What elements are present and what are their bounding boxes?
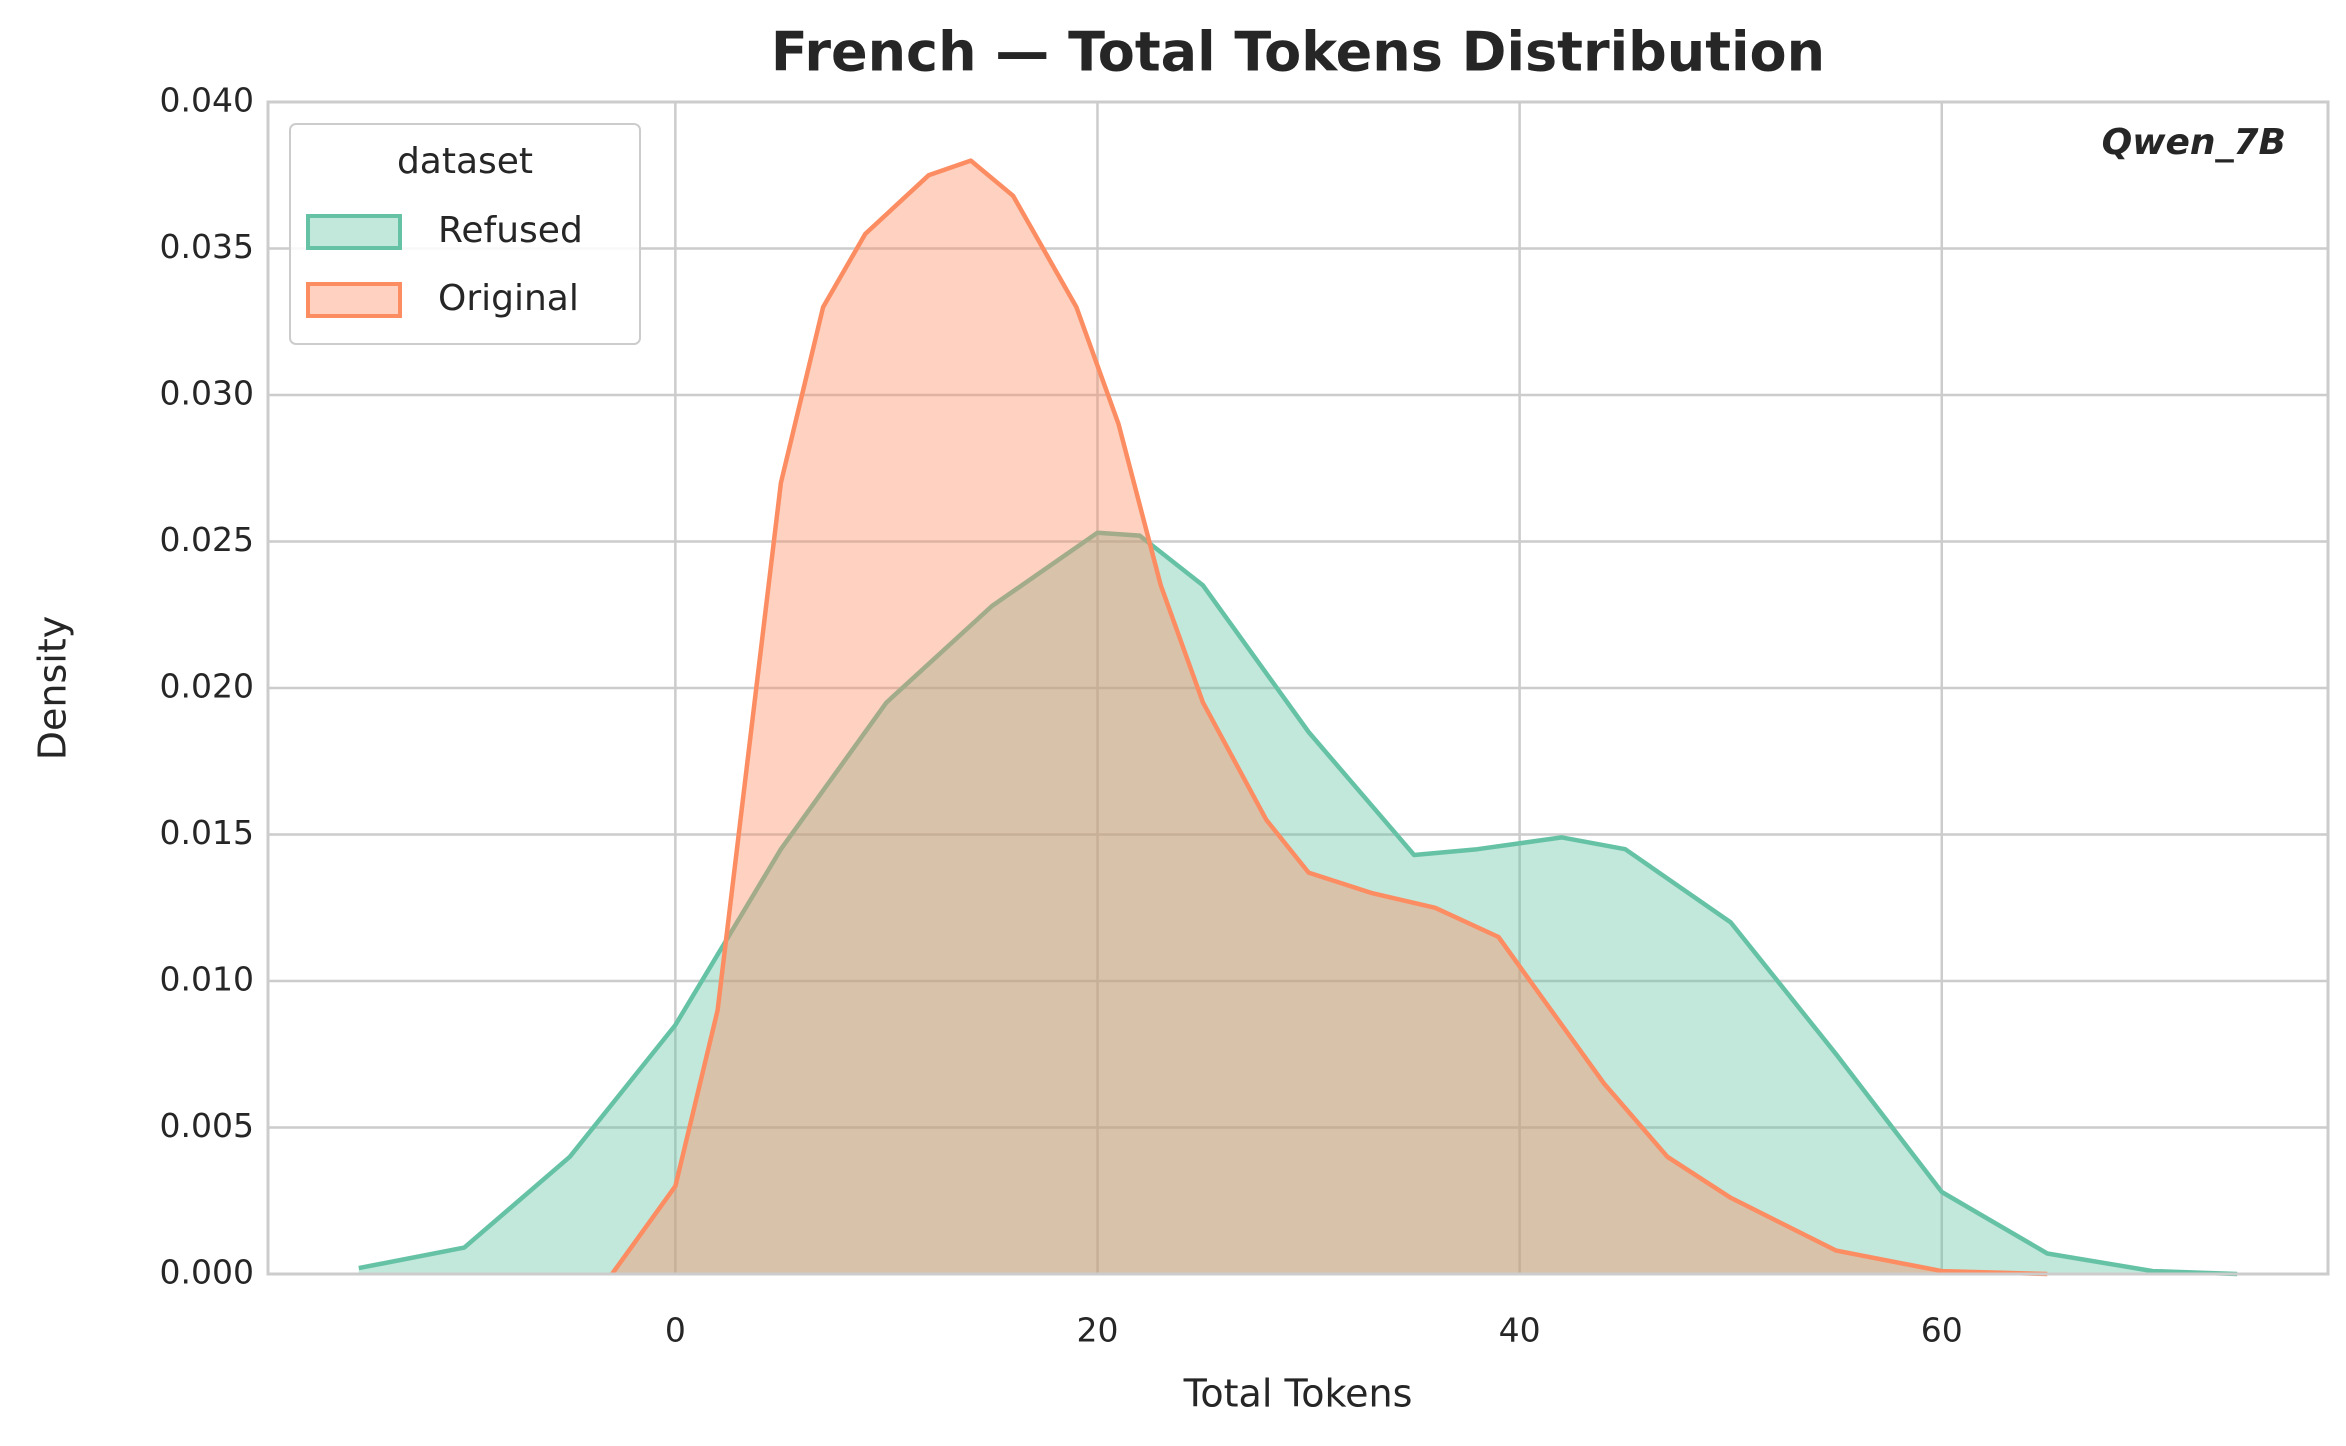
y-tick-label: 0.035: [160, 227, 254, 266]
y-tick-label: 0.030: [160, 374, 254, 413]
y-tick-label: 0.000: [160, 1253, 254, 1292]
legend-swatch: [306, 214, 402, 250]
y-tick-label: 0.015: [160, 813, 254, 852]
y-tick-label: 0.020: [160, 667, 254, 706]
legend: dataset Refused Original: [289, 123, 641, 345]
y-tick-label: 0.040: [160, 81, 254, 120]
plot-area: 0.000 0.005 0.010 0.015 0.020 0.025 0.030 0.035…: [160, 81, 2330, 1350]
legend-label: Refused: [438, 210, 583, 251]
x-tick-label: 20: [1076, 1311, 1118, 1350]
chart-title: French — Total Tokens Distribution: [771, 21, 1825, 84]
legend-swatch: [306, 282, 402, 318]
annotation: Qwen_7B: [2102, 122, 2286, 163]
density-line: [610, 158, 2048, 1277]
density-area: [612, 160, 2048, 1275]
legend-label: Original: [438, 278, 579, 319]
y-tick-label: 0.025: [160, 520, 254, 559]
x-tick-label: 40: [1499, 1311, 1541, 1350]
density-line: [358, 530, 2238, 1277]
legend-title: dataset: [397, 141, 533, 182]
y-tick-label: 0.010: [160, 960, 254, 999]
x-axis-label: Total Tokens: [1183, 1372, 1413, 1416]
y-tick-label: 0.005: [160, 1106, 254, 1145]
x-tick-label: 0: [665, 1311, 686, 1350]
y-axis-label: Density: [31, 616, 75, 760]
plot-frame: [266, 100, 2330, 1276]
x-tick-label: 60: [1921, 1311, 1963, 1350]
legend-box: [289, 123, 641, 345]
density-area: [358, 532, 2238, 1274]
